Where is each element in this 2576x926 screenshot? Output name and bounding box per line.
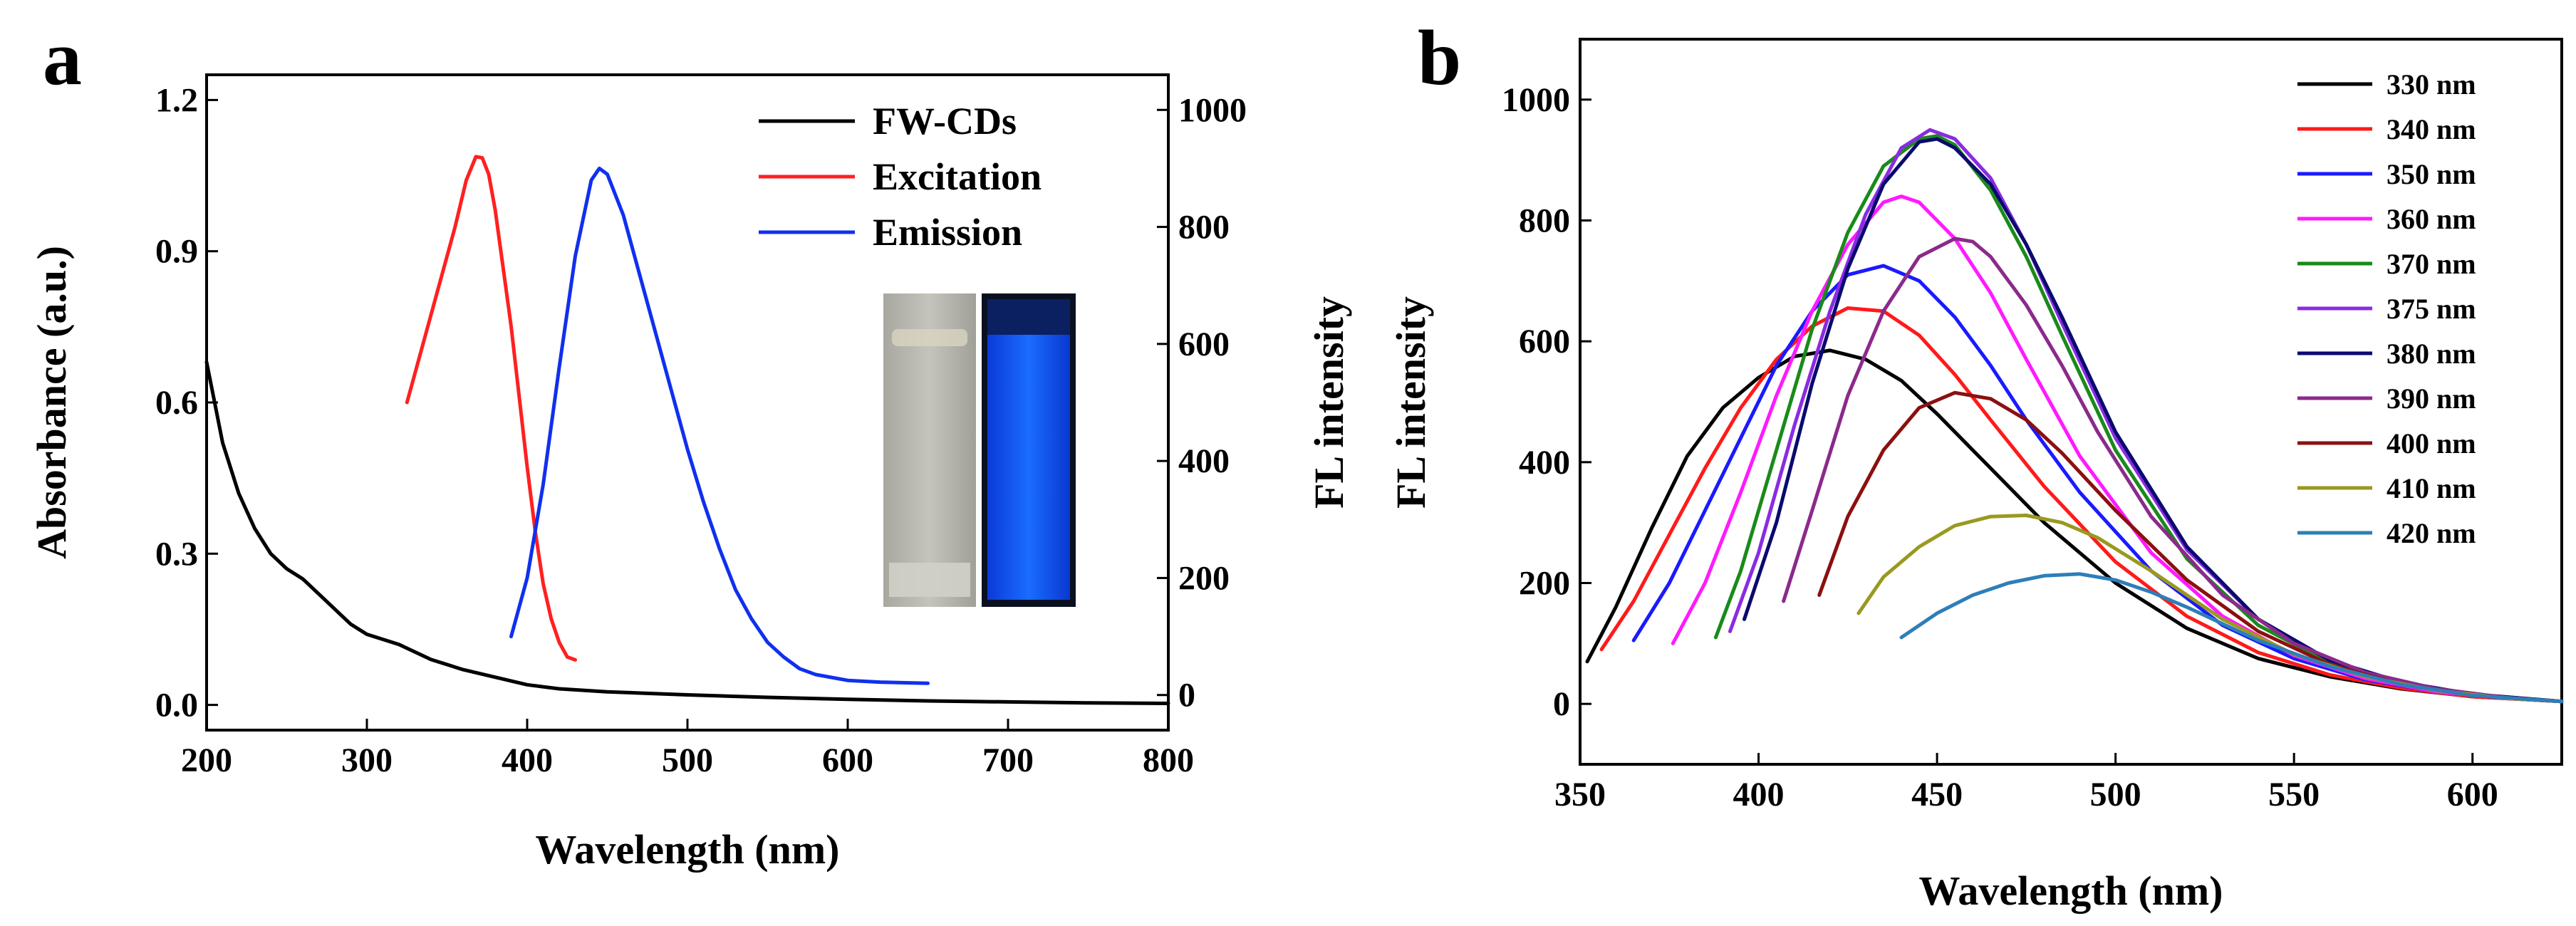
panel-a-y2-tick-label: 1000 — [1178, 91, 1247, 129]
panel-b-y-tick-label: 600 — [1519, 323, 1570, 360]
panel-a-ticks: 200 300 400 500 600 700 800 0.0 0.3 0.6 0.9 1.2 0 200… — [155, 81, 1247, 779]
series-line-excitation — [405, 155, 577, 662]
series-line-fw-cds — [204, 360, 1170, 705]
panel-a-y-tick-label: 0.3 — [155, 535, 198, 573]
panel-a-y2-tick-label: 0 — [1178, 677, 1195, 714]
panel-a-y2-tick-label: 600 — [1178, 326, 1230, 363]
series-line-330-nm — [1585, 348, 2564, 704]
series-line-340-nm — [1599, 306, 2564, 704]
legend-label-380-nm: 380 nm — [2387, 338, 2476, 370]
panel-b-y-tick-label: 200 — [1519, 565, 1570, 603]
panel-b-label: b — [1418, 14, 1461, 101]
legend-label-390-nm: 390 nm — [2387, 383, 2476, 415]
panel-b-x-tick-label: 350 — [1554, 776, 1606, 813]
panel-a-x-tick-label: 400 — [502, 742, 553, 779]
legend-label-excitation: Excitation — [873, 155, 1042, 198]
cuvette-uv-glow — [987, 335, 1070, 600]
panel-a-x-tick-label: 700 — [982, 742, 1034, 779]
panel-a-y-tick-label: 1.2 — [155, 81, 198, 119]
panel-a-y2-tick-label: 800 — [1178, 209, 1230, 246]
panel-a-x-axis-title: Wavelength (nm) — [536, 826, 840, 873]
panel-a-curves — [204, 155, 1170, 705]
series-line-420-nm — [1899, 572, 2564, 704]
panel-b-y-tick-label: 0 — [1553, 685, 1570, 723]
series-line-390-nm — [1782, 236, 2564, 704]
panel-b-x-axis-title: Wavelength (nm) — [1919, 868, 2223, 914]
panel-a-y2-tick-label: 400 — [1178, 442, 1230, 480]
panel-b-frame — [1579, 38, 2563, 766]
panel-a-y2-axis-title: FL intensity — [1306, 296, 1352, 509]
panel-a-legend: FW-CDs Excitation Emission — [759, 100, 1042, 254]
panel-b-y-tick-label: 400 — [1519, 444, 1570, 482]
inset-cuvette-photos — [883, 293, 1076, 607]
panel-a-label: a — [43, 14, 82, 101]
panel-a-y2-tick-label: 200 — [1178, 559, 1230, 597]
panel-b-ticks: 350 400 450 500 550 600 0 200 400 600 800 1000 — [1502, 81, 2498, 813]
legend-label-375-nm: 375 nm — [2387, 293, 2476, 325]
panel-b-legend: 330 nm 340 nm 350 nm 360 nm 370 nm 375 nm 380 … — [2297, 68, 2476, 549]
cuvette-daylight-cap — [892, 329, 967, 346]
cuvette-uv-top — [987, 299, 1070, 335]
panel-a-y-tick-label: 0.9 — [155, 233, 198, 271]
legend-label-420-nm: 420 nm — [2387, 517, 2476, 549]
panel-b-y-axis-title: FL intensity — [1388, 296, 1434, 509]
legend-label-fw-cds: FW-CDs — [873, 100, 1017, 142]
panel-b-x-tick-label: 600 — [2447, 776, 2498, 813]
panel-b-y-tick-label: 800 — [1519, 202, 1570, 240]
panel-b-y-tick-label: 1000 — [1502, 81, 1570, 119]
panel-a-x-tick-label: 300 — [341, 742, 393, 779]
panel-b-x-tick-label: 450 — [1911, 776, 1963, 813]
legend-label-370-nm: 370 nm — [2387, 248, 2476, 280]
panel-a-y-tick-label: 0.6 — [155, 384, 198, 422]
panel-a-y-axis-title: Absorbance (a.u.) — [28, 246, 75, 559]
legend-label-340-nm: 340 nm — [2387, 113, 2476, 145]
panel-a-y-tick-label: 0.0 — [155, 687, 198, 724]
panel-a: a 200 300 400 500 600 700 8000.00.30.60.91.202… — [28, 14, 1352, 873]
legend-label-emission: Emission — [873, 211, 1022, 254]
panel-b-x-tick-label: 400 — [1733, 776, 1785, 813]
panel-a-x-tick-label: 200 — [181, 742, 232, 779]
legend-label-330-nm: 330 nm — [2387, 68, 2476, 100]
panel-b: b 350 400 450 500 550 600 0 200 400 600 800 1000 33… — [1388, 14, 2564, 914]
legend-label-400-nm: 400 nm — [2387, 427, 2476, 459]
panel-a-x-tick-label: 500 — [662, 742, 713, 779]
panel-b-x-tick-label: 500 — [2090, 776, 2141, 813]
panel-a-x-tick-label: 600 — [822, 742, 873, 779]
series-line-emission — [509, 166, 930, 685]
panel-b-x-tick-label: 550 — [2268, 776, 2320, 813]
legend-label-360-nm: 360 nm — [2387, 203, 2476, 235]
legend-label-350-nm: 350 nm — [2387, 158, 2476, 190]
panel-b-curves — [1585, 128, 2564, 704]
legend-label-410-nm: 410 nm — [2387, 472, 2476, 504]
cuvette-daylight-liquid — [889, 563, 970, 597]
panel-a-x-tick-label: 800 — [1143, 742, 1194, 779]
